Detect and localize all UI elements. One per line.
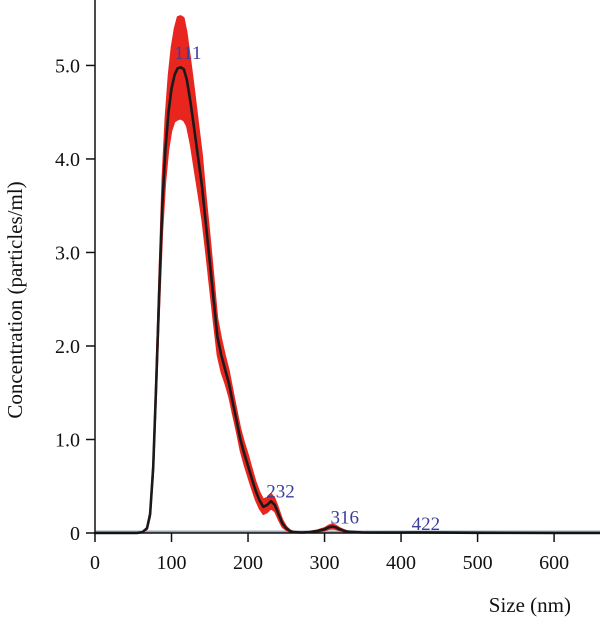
- peak-label: 422: [412, 514, 441, 535]
- mean-line: [93, 66, 600, 535]
- peak-label: 232: [266, 481, 295, 502]
- tick-labels: 0 100 200 300 400 500 600 0 1.0 2.0 3.0 4.0 5.0: [55, 55, 569, 574]
- x-axis-label: Size (nm): [489, 593, 571, 617]
- peak-label: 111: [174, 43, 201, 64]
- y-tick-label: 5.0: [55, 55, 80, 77]
- x-tick-label: 0: [90, 552, 100, 574]
- x-tick-label: 300: [310, 552, 340, 574]
- y-axis-label: Concentration (particles/ml): [3, 181, 27, 418]
- peak-annotations: 111 232 316 422: [174, 43, 440, 535]
- y-tick-label: 4.0: [55, 149, 80, 171]
- x-tick-label: 400: [386, 552, 416, 574]
- y-tick-label: 0: [70, 523, 80, 545]
- mean-line-layer: [93, 66, 600, 535]
- y-tick-label: 2.0: [55, 336, 80, 358]
- peak-label: 316: [331, 508, 360, 529]
- x-tick-label: 600: [539, 552, 569, 574]
- x-tick-label: 100: [157, 552, 187, 574]
- x-tick-label: 500: [463, 552, 493, 574]
- y-tick-label: 3.0: [55, 242, 80, 264]
- y-tick-label: 1.0: [55, 429, 80, 451]
- x-tick-label: 200: [233, 552, 263, 574]
- error-band: [94, 15, 600, 534]
- axes: [86, 0, 600, 542]
